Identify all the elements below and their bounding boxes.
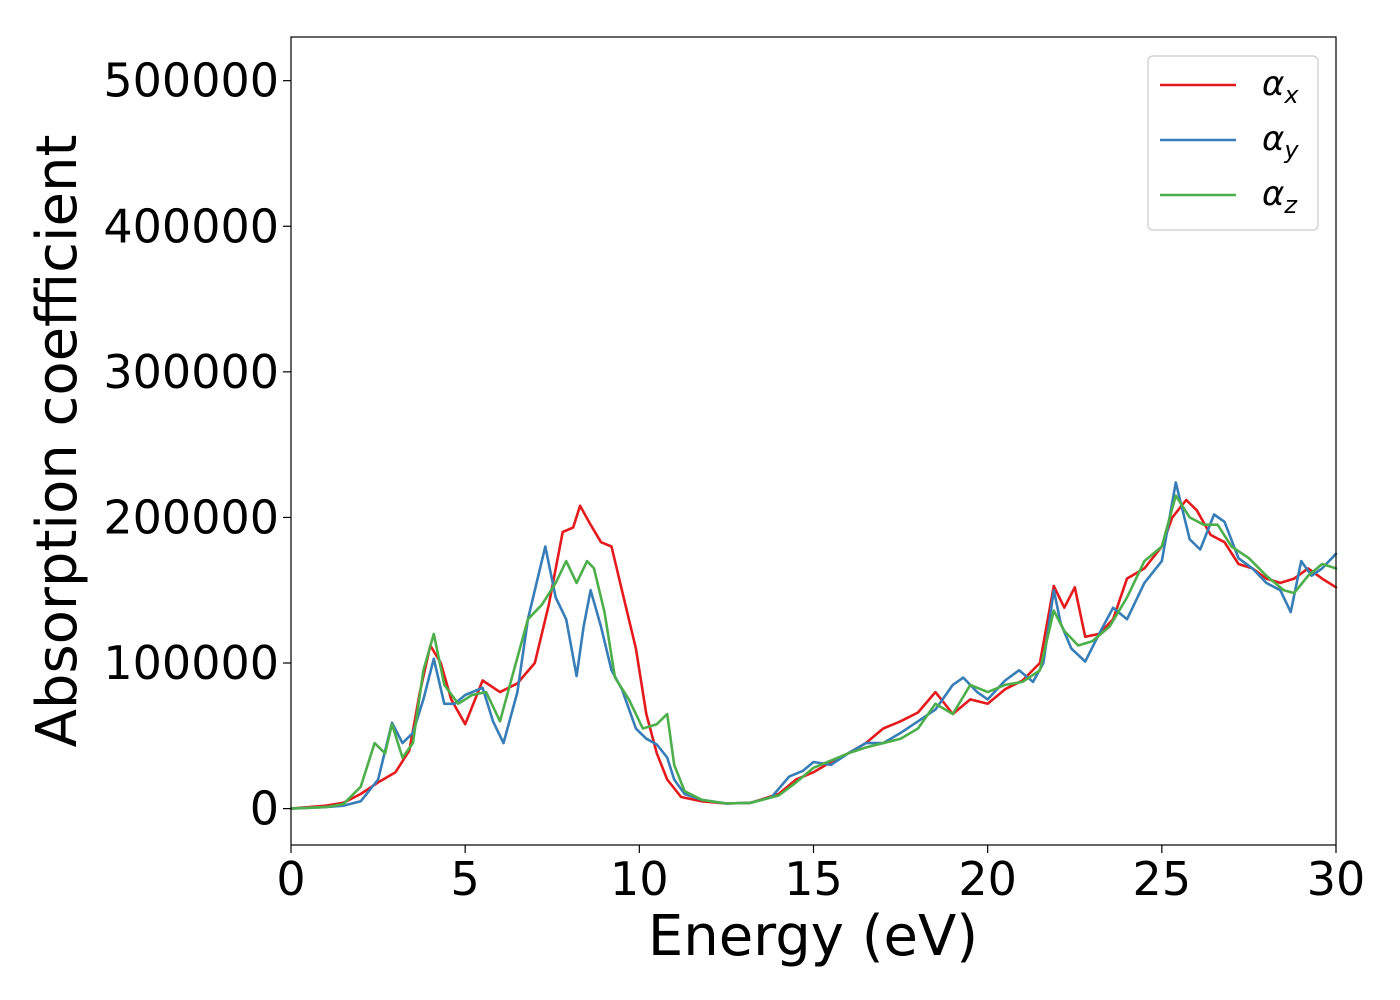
y-tick-label: 0	[250, 782, 279, 836]
legend-label-y: αy	[1262, 119, 1299, 164]
series-line-x	[289, 498, 1338, 810]
x-tick-label: 15	[784, 852, 843, 906]
legend-box	[1147, 55, 1319, 231]
x-axis: 0 5 10 15 20 25 30	[276, 845, 1365, 906]
legend-label-z: αz	[1262, 174, 1298, 219]
x-axis-title: Energy (eV)	[648, 904, 978, 969]
legend-label-x: αx	[1262, 64, 1299, 109]
y-tick-label: 200000	[103, 490, 279, 544]
y-axis: 0 100000 200000 300000 400000 500000	[103, 54, 291, 836]
x-tick-label: 10	[610, 852, 669, 906]
series-layer	[289, 481, 1338, 810]
x-tick-label: 0	[276, 852, 305, 906]
y-tick-label: 400000	[103, 199, 279, 253]
series-line-z	[289, 494, 1338, 810]
y-tick-label: 500000	[103, 54, 279, 108]
y-tick-label: 300000	[103, 345, 279, 399]
x-tick-label: 25	[1133, 852, 1192, 906]
x-tick-label: 5	[451, 852, 480, 906]
legend: αx αy αz	[1147, 55, 1319, 231]
series-line-y	[289, 481, 1338, 810]
y-tick-label: 100000	[103, 636, 279, 690]
x-tick-label: 20	[958, 852, 1017, 906]
y-axis-title: Absorption coefficient	[25, 135, 90, 748]
x-tick-label: 30	[1307, 852, 1366, 906]
